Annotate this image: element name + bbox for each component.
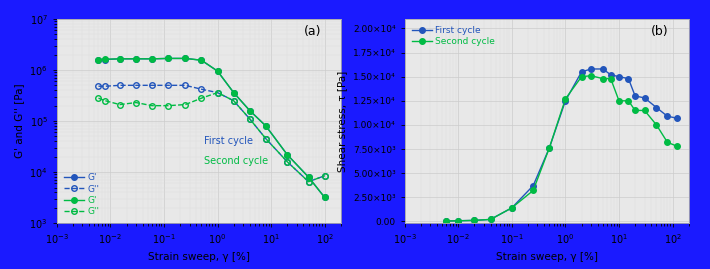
- First cycle: [470, 219, 479, 222]
- First cycle: [529, 184, 537, 187]
- Second cycle: [470, 219, 479, 222]
- Text: (a): (a): [303, 25, 321, 38]
- Second cycle: [577, 75, 586, 78]
- Second cycle: [606, 77, 615, 80]
- First cycle: [599, 67, 607, 70]
- First cycle: [652, 106, 661, 109]
- Text: Second cycle: Second cycle: [204, 156, 268, 166]
- First cycle: [442, 220, 451, 223]
- Second cycle: [631, 109, 640, 112]
- Second cycle: [624, 99, 633, 102]
- First cycle: [561, 99, 569, 102]
- First cycle: [606, 73, 615, 76]
- First cycle: [586, 67, 595, 70]
- Second cycle: [442, 220, 451, 223]
- First cycle: [545, 146, 554, 150]
- First cycle: [486, 218, 495, 221]
- Legend: G', G'', G', G'': G', G'', G', G'': [61, 171, 102, 219]
- First cycle: [615, 75, 623, 78]
- First cycle: [631, 94, 640, 98]
- Line: First cycle: First cycle: [444, 66, 679, 224]
- Legend: First cycle, Second cycle: First cycle, Second cycle: [409, 23, 498, 49]
- Second cycle: [486, 218, 495, 221]
- Y-axis label: Shear stress, τ [Pa]: Shear stress, τ [Pa]: [337, 70, 347, 172]
- Second cycle: [561, 97, 569, 101]
- Second cycle: [599, 77, 607, 80]
- Second cycle: [652, 123, 661, 126]
- X-axis label: Strain sweep, γ [%]: Strain sweep, γ [%]: [148, 252, 250, 262]
- Y-axis label: G' and G'' [Pa]: G' and G'' [Pa]: [13, 84, 23, 158]
- Second cycle: [508, 206, 516, 210]
- Text: First cycle: First cycle: [204, 136, 253, 146]
- First cycle: [624, 77, 633, 80]
- Line: Second cycle: Second cycle: [444, 73, 679, 224]
- Second cycle: [672, 144, 681, 148]
- X-axis label: Strain sweep, γ [%]: Strain sweep, γ [%]: [496, 252, 598, 262]
- First cycle: [577, 70, 586, 73]
- First cycle: [672, 116, 681, 120]
- Second cycle: [640, 109, 649, 112]
- Second cycle: [529, 189, 537, 192]
- First cycle: [640, 96, 649, 100]
- Second cycle: [586, 74, 595, 77]
- First cycle: [454, 219, 462, 222]
- Text: (b): (b): [651, 25, 669, 38]
- First cycle: [508, 206, 516, 210]
- Second cycle: [545, 146, 554, 150]
- Second cycle: [454, 219, 462, 222]
- Second cycle: [663, 141, 672, 144]
- First cycle: [663, 115, 672, 118]
- Second cycle: [615, 99, 623, 102]
